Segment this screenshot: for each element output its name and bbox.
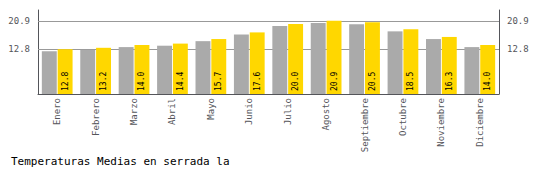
svg-text:Mayo: Mayo xyxy=(206,98,216,120)
svg-text:12.8: 12.8 xyxy=(8,44,30,54)
svg-text:18.5: 18.5 xyxy=(406,72,415,91)
svg-text:14.0: 14.0 xyxy=(137,72,146,91)
svg-text:20.5: 20.5 xyxy=(368,72,377,91)
svg-text:13.2: 13.2 xyxy=(99,72,108,91)
svg-text:14.4: 14.4 xyxy=(176,72,185,91)
svg-text:20.9: 20.9 xyxy=(8,16,30,26)
svg-text:15.7: 15.7 xyxy=(214,72,223,91)
svg-text:Febrero: Febrero xyxy=(91,98,101,136)
svg-text:Junio: Junio xyxy=(244,98,254,125)
svg-text:12.8: 12.8 xyxy=(61,72,70,91)
svg-text:Noviembre: Noviembre xyxy=(436,98,446,147)
svg-text:20.9: 20.9 xyxy=(507,16,529,26)
svg-text:Septiembre: Septiembre xyxy=(360,98,370,152)
svg-text:17.6: 17.6 xyxy=(253,72,262,91)
svg-text:12.8: 12.8 xyxy=(507,44,529,54)
svg-text:Marzo: Marzo xyxy=(129,98,139,125)
svg-text:16.3: 16.3 xyxy=(445,72,454,91)
svg-text:20.0: 20.0 xyxy=(291,72,300,91)
svg-text:Temperaturas Medias en serrada: Temperaturas Medias en serrada la xyxy=(11,155,230,168)
svg-text:Enero: Enero xyxy=(52,98,62,125)
svg-text:Abril: Abril xyxy=(167,98,177,125)
svg-text:Octubre: Octubre xyxy=(398,98,408,136)
svg-text:14.0: 14.0 xyxy=(483,72,492,91)
svg-text:20.9: 20.9 xyxy=(330,72,339,91)
svg-text:Julio: Julio xyxy=(283,98,293,125)
svg-text:Diciembre: Diciembre xyxy=(475,98,485,147)
svg-text:Agosto: Agosto xyxy=(321,98,331,131)
